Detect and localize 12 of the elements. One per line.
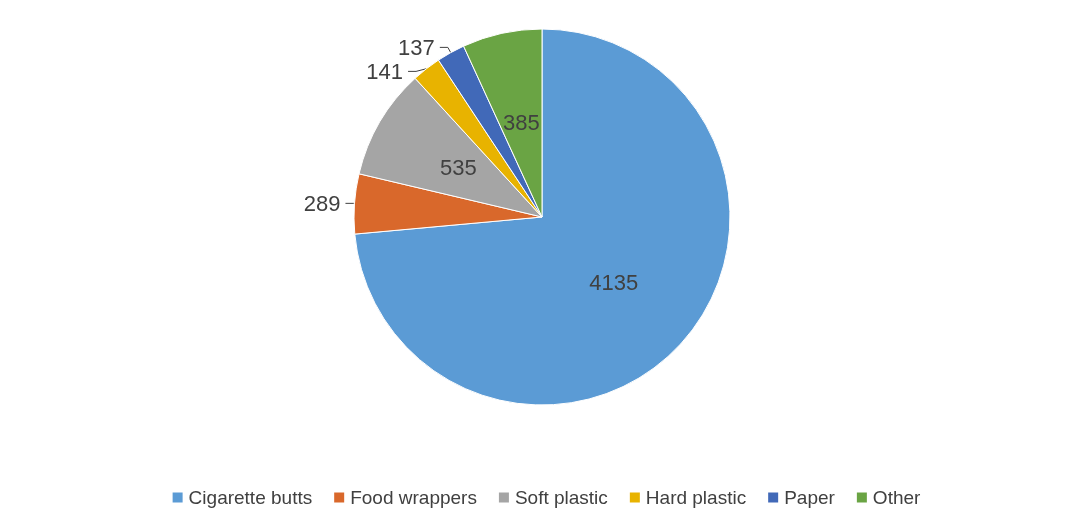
data-label: 535 <box>439 155 477 181</box>
legend-label: Other <box>872 487 922 508</box>
legend-label: Cigarette butts <box>188 487 313 508</box>
data-label: 137 <box>398 34 435 60</box>
data-label: 385 <box>502 109 540 135</box>
data-label: 4135 <box>589 269 639 295</box>
legend-label: Hard plastic <box>645 487 747 508</box>
data-label: 289 <box>303 190 341 216</box>
data-label: 141 <box>366 58 404 84</box>
legend-label: Soft plastic <box>514 487 608 508</box>
legend-label: Food wrappers <box>350 487 477 508</box>
legend-label: Paper <box>784 487 836 508</box>
